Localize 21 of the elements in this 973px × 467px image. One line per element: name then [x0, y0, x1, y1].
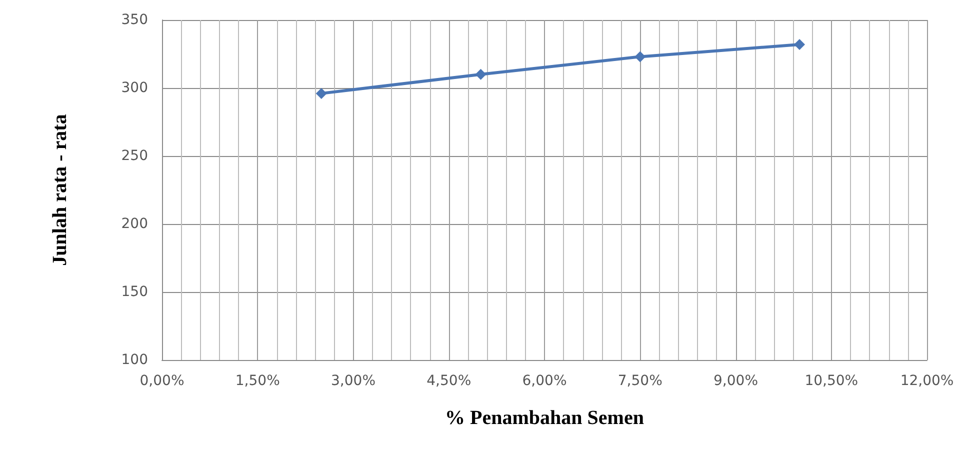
y-tick-label: 200 [121, 216, 148, 232]
y-tick-label: 350 [121, 12, 148, 28]
point [475, 68, 486, 80]
y-tick-label: 100 [121, 352, 148, 368]
x-tick-label: 10,50% [804, 373, 858, 389]
x-tick-label: 9,00% [714, 373, 758, 389]
y-tick-label: 150 [121, 284, 148, 300]
x-tick-label: 12,00% [900, 373, 954, 389]
y-tick-label: 300 [121, 80, 148, 96]
point [634, 51, 646, 62]
x-tick-label: 6,00% [522, 373, 567, 389]
x-tick-label: 7,50% [618, 373, 662, 389]
x-tick-label: 0,00% [140, 373, 184, 389]
point [316, 88, 327, 99]
x-axis-title: % Penambahan Semen [445, 407, 644, 429]
x-tick-label: 3,00% [331, 373, 376, 389]
x-tick-label: 1,50% [235, 373, 280, 389]
point [794, 38, 805, 50]
y-tick-label: 250 [121, 148, 148, 164]
y-axis-title: Junlah rata - rata [49, 114, 71, 266]
x-tick-label: 4,50% [426, 373, 472, 389]
